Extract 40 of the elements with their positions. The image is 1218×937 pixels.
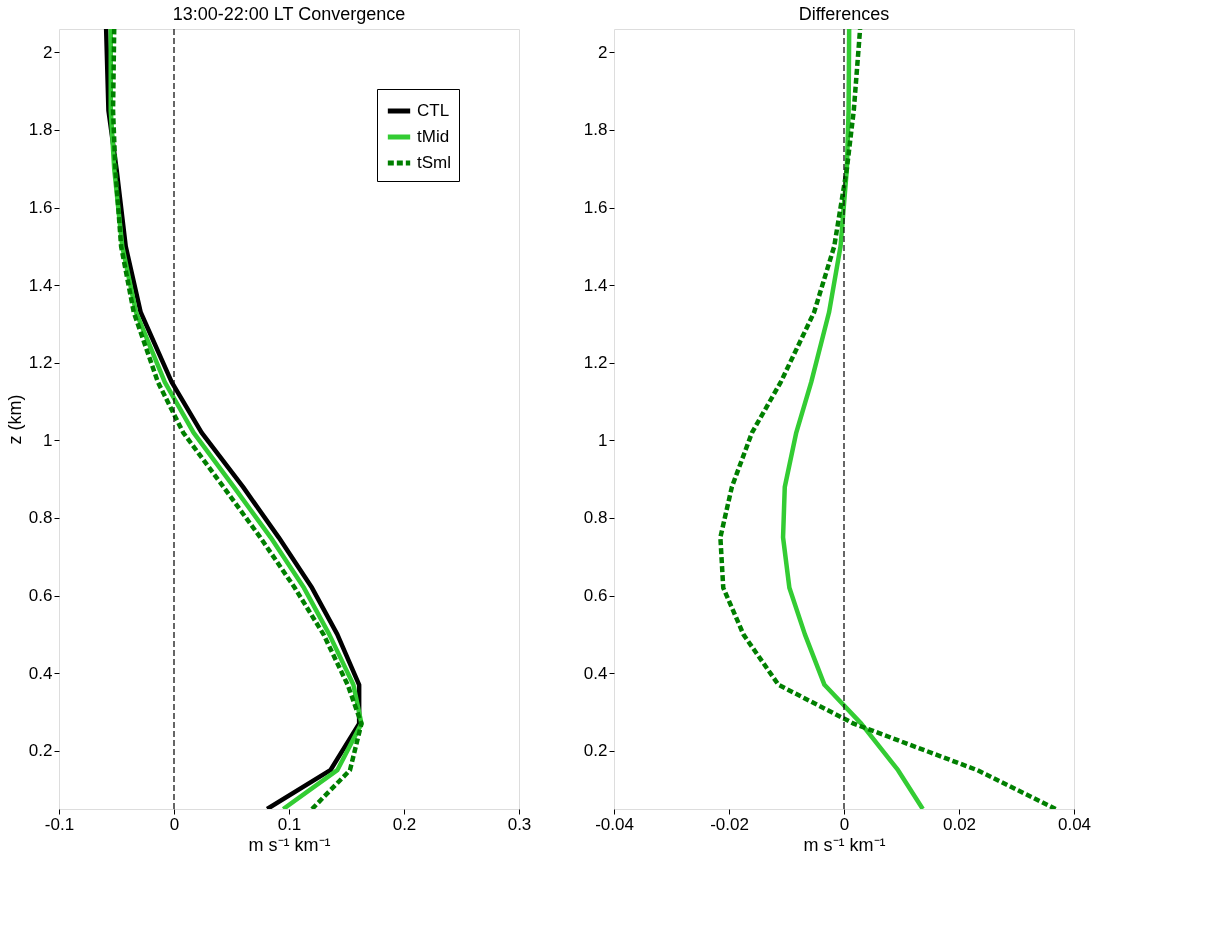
y-tick-label: 2 [598, 42, 608, 62]
x-tick-label: -0.02 [710, 814, 749, 834]
y-tick-label: 0.6 [583, 586, 608, 606]
legend-label: tSml [417, 153, 451, 172]
x-tick-label: 0.1 [277, 814, 302, 834]
y-tick-label: 1.6 [28, 198, 53, 218]
x-tick-label: -0.1 [44, 814, 75, 834]
y-tick-label: 1.6 [583, 198, 608, 218]
y-tick-label: 1.4 [28, 275, 53, 295]
y-tick-label: 1.2 [583, 353, 608, 373]
line-series [780, 29, 926, 809]
y-tick-label: 1.8 [583, 120, 608, 140]
line-series [718, 29, 1058, 809]
legend-label: CTL [417, 101, 450, 120]
x-axis-title: m s⁻¹ km⁻¹ [248, 834, 331, 855]
y-tick-label: 0.8 [583, 508, 608, 528]
y-tick-label: 0.2 [583, 741, 608, 761]
x-tick-label: 0.2 [392, 814, 417, 834]
chart-title: Differences [798, 4, 890, 25]
chart-title: 13:00-22:00 LT Convergence [172, 4, 406, 25]
y-tick-label: 0.2 [28, 741, 53, 761]
y-tick-label: 1.8 [28, 120, 53, 140]
x-tick-label: 0.04 [1057, 814, 1092, 834]
x-axis-title: m s⁻¹ km⁻¹ [803, 834, 886, 855]
y-tick-label: 0.4 [28, 663, 53, 683]
y-tick-label: 0.4 [583, 663, 608, 683]
y-tick-label: 2 [43, 42, 53, 62]
x-tick-label: 0 [169, 814, 180, 834]
x-tick-label: 0.02 [942, 814, 977, 834]
y-tick-label: 0.6 [28, 586, 53, 606]
y-tick-label: 1.4 [583, 275, 608, 295]
x-tick-label: 0 [839, 814, 850, 834]
x-tick-label: 0.3 [507, 814, 532, 834]
y-tick-label: 1.2 [28, 353, 53, 373]
y-tick-label: 1 [598, 430, 608, 450]
x-tick-label: -0.04 [595, 814, 634, 834]
y-axis-title: z (km) [4, 394, 25, 445]
y-tick-label: 1 [43, 430, 53, 450]
y-tick-label: 0.8 [28, 508, 53, 528]
legend-label: tMid [417, 127, 450, 146]
